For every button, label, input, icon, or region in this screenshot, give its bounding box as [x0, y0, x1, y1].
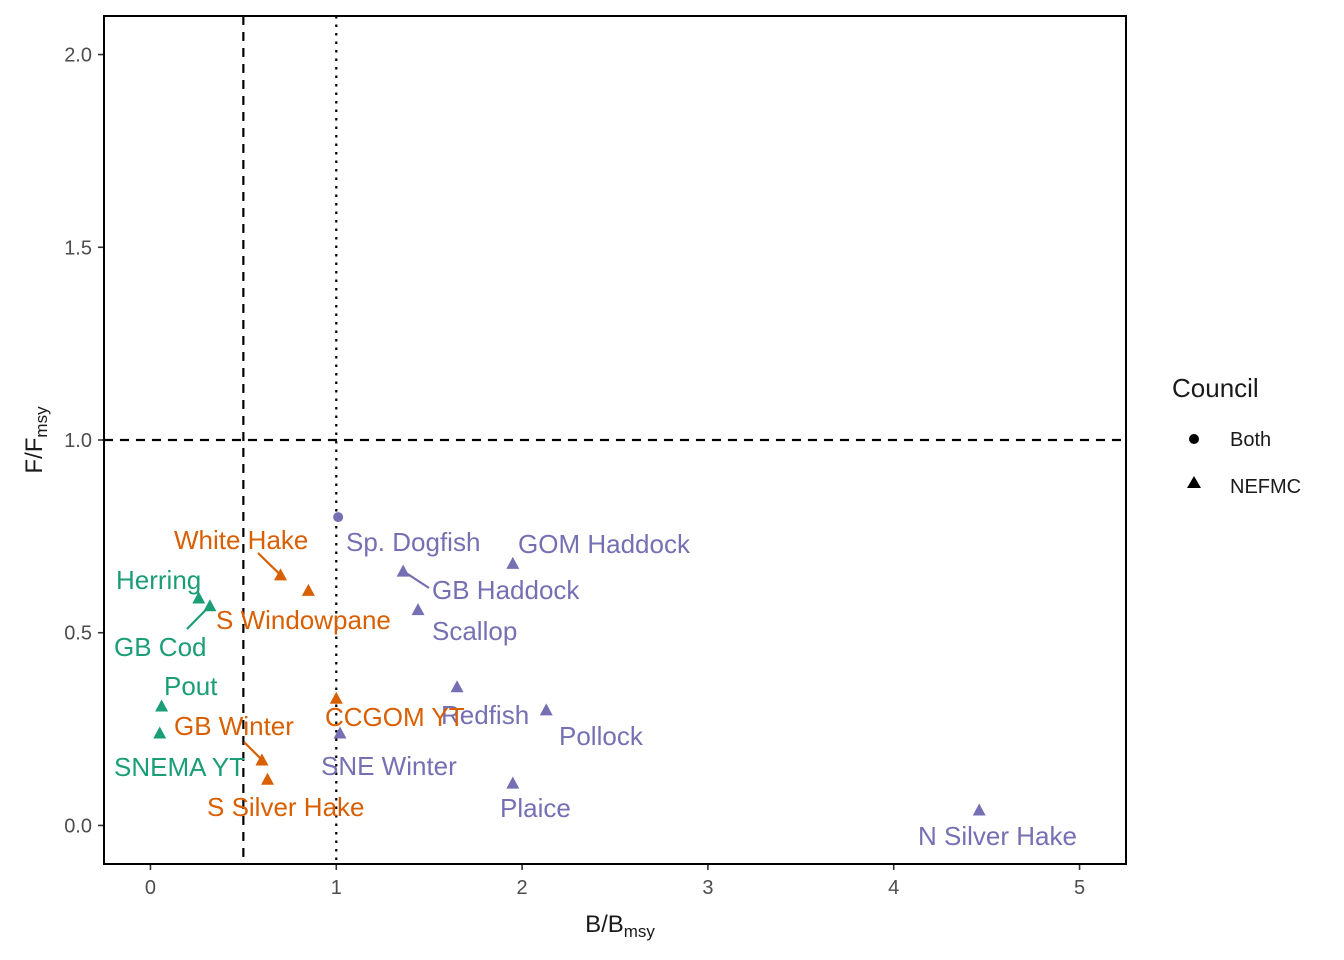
point-s-windowpane	[301, 583, 315, 596]
legend-both-symbol	[1189, 434, 1199, 444]
legend-title: Council	[1172, 373, 1259, 403]
point-sp-dogfish	[333, 512, 344, 523]
point-scallop	[411, 603, 425, 616]
leader-line-white-hake	[257, 552, 282, 576]
point-redfish	[450, 680, 464, 693]
point-labels: Sp. Dogfish GOM Haddock GB Haddock Scallop R…	[114, 525, 1077, 851]
legend-both-label: Both	[1230, 429, 1271, 451]
point-gb-winter	[255, 753, 269, 766]
x-axis-title: B/Bmsy	[585, 911, 655, 941]
point-snema-yt	[153, 726, 167, 739]
point-label-n-silver-hake: N Silver Hake	[918, 821, 1077, 851]
y-tick-label-2: 1.0	[64, 430, 92, 452]
point-white-hake	[274, 568, 288, 581]
point-gom-haddock	[506, 556, 520, 569]
point-label-pout: Pout	[164, 671, 218, 701]
point-pout	[155, 699, 169, 712]
reference-lines	[104, 16, 1126, 864]
x-axis-title-subscript: msy	[624, 922, 656, 941]
point-label-pollock: Pollock	[559, 721, 644, 751]
x-tick-label-0: 0	[145, 877, 156, 899]
point-ccgom-yt	[329, 691, 343, 704]
leader-line-gb-winter	[243, 741, 263, 761]
point-label-sne-winter: SNE Winter	[321, 751, 457, 781]
y-tick-label-3: 1.5	[64, 237, 92, 259]
y-axis-title-main: F/F	[21, 438, 48, 474]
axes: 0 1 2 3 4 5 0.0 0.5 1.0 1.5 2.0	[64, 15, 1127, 899]
y-tick-label-4: 2.0	[64, 45, 92, 67]
x-axis-title-main: B/B	[585, 911, 624, 938]
x-tick-label-3: 3	[702, 877, 713, 899]
point-gb-cod	[203, 599, 217, 612]
x-tick-label-5: 5	[1074, 877, 1085, 899]
point-plaice	[506, 776, 520, 789]
point-pollock	[539, 703, 553, 716]
point-label-s-windowpane: S Windowpane	[216, 605, 391, 635]
point-label-gb-cod: GB Cod	[114, 632, 207, 662]
point-label-plaice: Plaice	[500, 793, 571, 823]
panel-border	[103, 15, 1127, 865]
point-label-redfish: Redfish	[441, 700, 529, 730]
y-tick-label-1: 0.5	[64, 623, 92, 645]
legend-nefmc-symbol	[1187, 476, 1201, 488]
data-points	[153, 512, 986, 816]
legend: Council Both NEFMC	[1172, 373, 1301, 498]
point-label-s-silver-hake: S Silver Hake	[207, 792, 365, 822]
point-label-ccgom-yt: CCGOM YT	[325, 702, 465, 732]
legend-nefmc-label: NEFMC	[1230, 476, 1301, 498]
point-label-scallop: Scallop	[432, 616, 517, 646]
point-label-snema-yt: SNEMA YT	[114, 752, 245, 782]
point-herring	[192, 591, 206, 604]
y-axis-title: F/Fmsy	[21, 406, 51, 474]
point-label-gb-winter: GB Winter	[174, 711, 294, 741]
point-s-silver-hake	[261, 772, 275, 785]
point-label-white-hake: White Hake	[174, 525, 308, 555]
point-label-sp-dogfish: Sp. Dogfish	[346, 527, 480, 557]
point-label-gom-haddock: GOM Haddock	[518, 529, 691, 559]
point-label-herring: Herring	[116, 565, 201, 595]
point-n-silver-hake	[972, 803, 986, 816]
y-axis-title-subscript: msy	[32, 406, 51, 438]
point-label-gb-haddock: GB Haddock	[432, 575, 580, 605]
y-tick-label-0: 0.0	[64, 815, 92, 837]
x-tick-label-2: 2	[517, 877, 528, 899]
x-tick-label-1: 1	[331, 877, 342, 899]
point-gb-haddock	[396, 564, 410, 577]
x-tick-label-4: 4	[888, 877, 899, 899]
point-sne-winter	[333, 726, 347, 739]
